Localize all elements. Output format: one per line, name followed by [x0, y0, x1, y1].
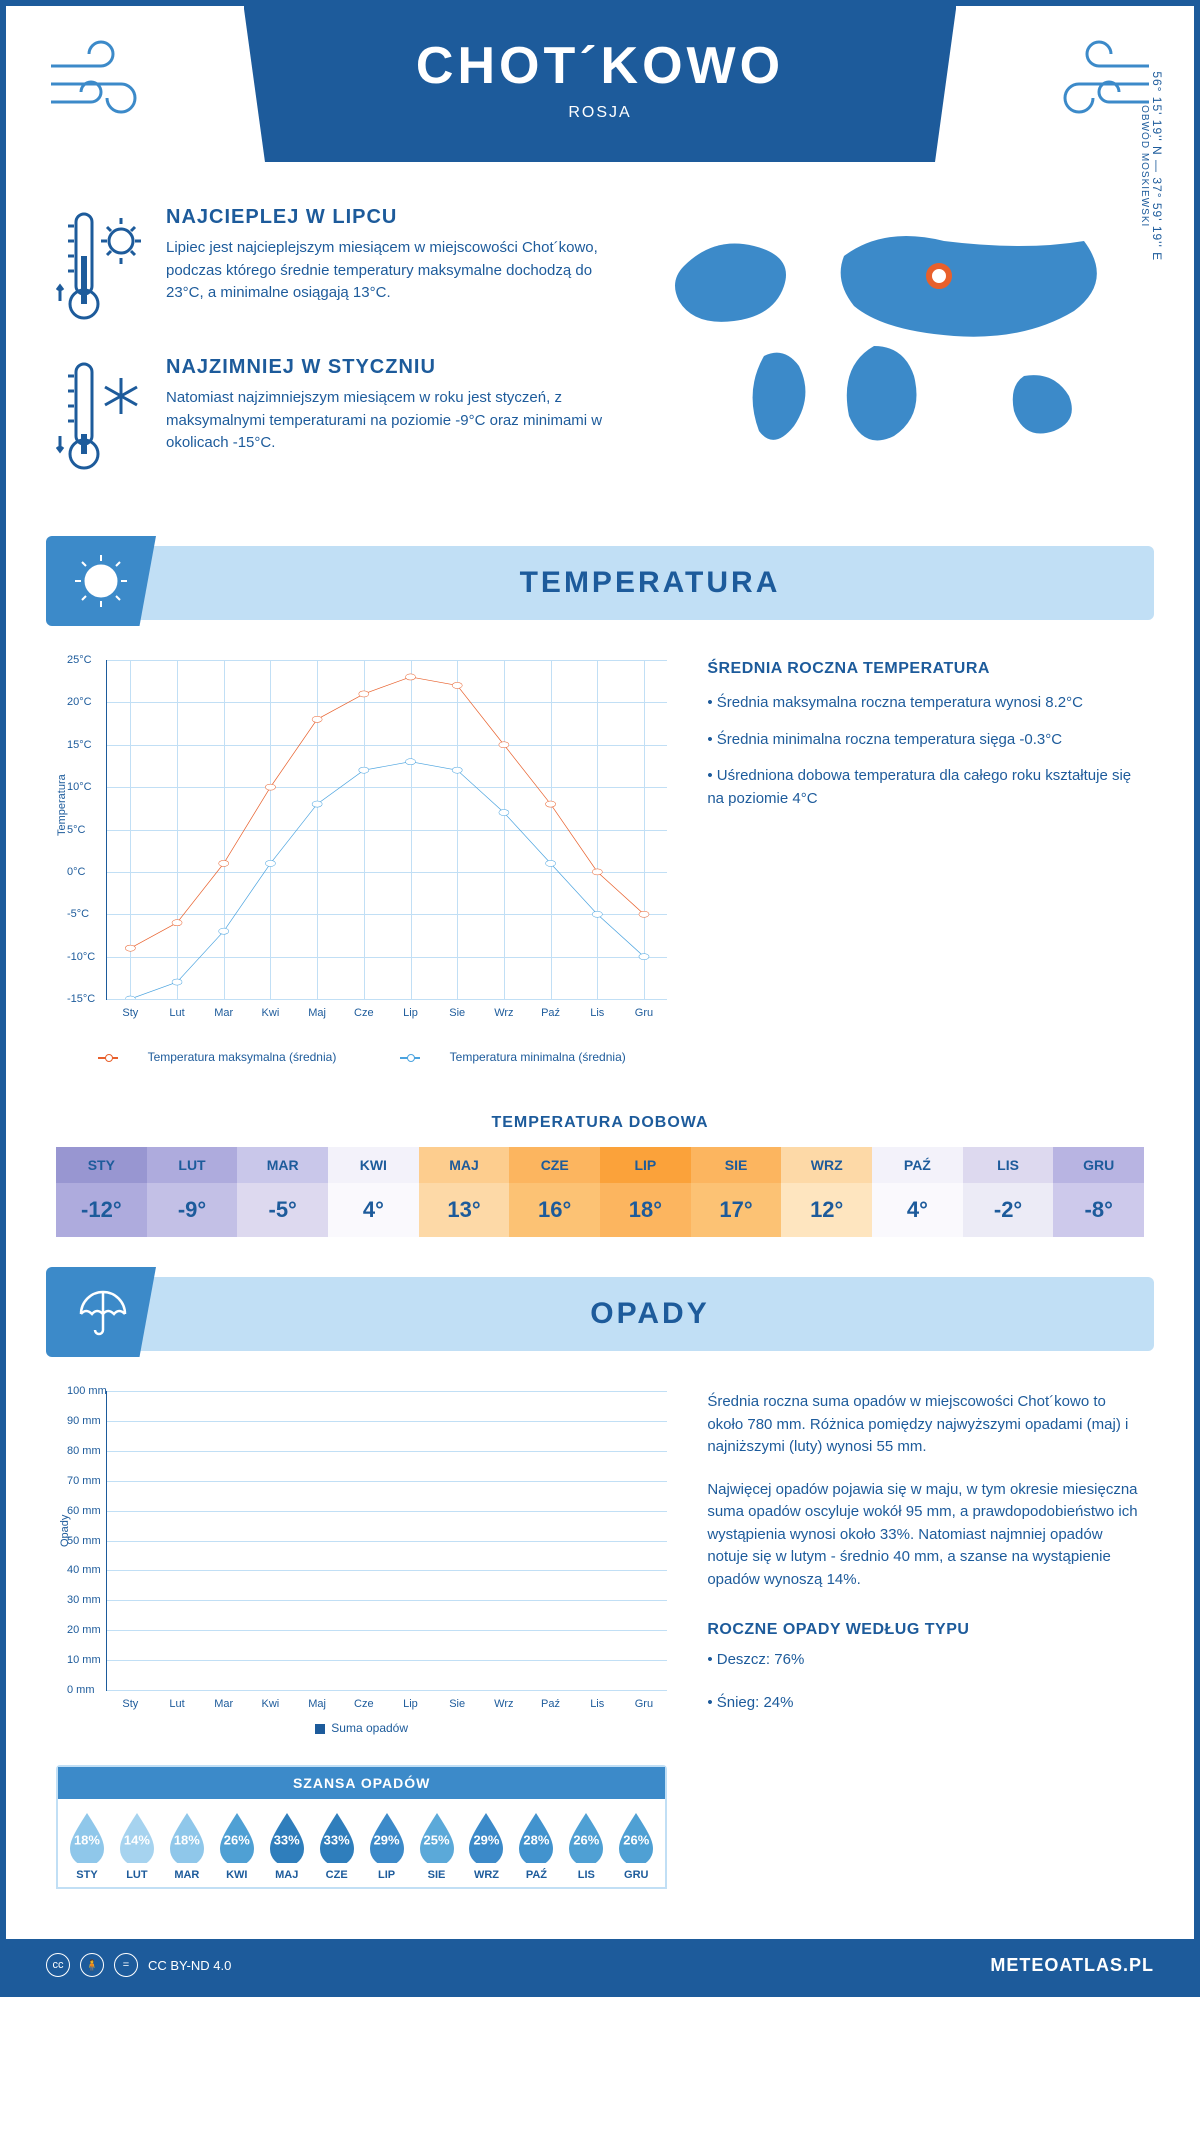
daily-temp-cell: KWI4° — [328, 1147, 419, 1237]
umbrella-icon — [46, 1267, 156, 1357]
precipitation-title: OPADY — [166, 1297, 1134, 1331]
footer: cc 🧍 = CC BY-ND 4.0 METEOATLAS.PL — [6, 1939, 1194, 1991]
precip-type-title: ROCZNE OPADY WEDŁUG TYPU — [707, 1621, 1144, 1639]
temp-chart-legend: Temperatura maksymalna (średnia) Tempera… — [56, 1050, 667, 1064]
daily-temp-cell: STY-12° — [56, 1147, 147, 1237]
temp-info-bullet: • Średnia minimalna roczna temperatura s… — [707, 729, 1144, 752]
chance-cell: 25% SIE — [412, 1811, 462, 1881]
daily-temp-cell: MAR-5° — [237, 1147, 328, 1237]
daily-temp-cell: WRZ12° — [781, 1147, 872, 1237]
coldest-title: NAJZIMNIEJ W STYCZNIU — [166, 356, 614, 379]
daily-temp-title: TEMPERATURA DOBOWA — [6, 1114, 1194, 1132]
nd-icon: = — [114, 1953, 138, 1977]
precip-type-bullet: • Deszcz: 76% — [707, 1649, 1144, 1672]
temperature-chart: Temperatura -15°C-10°C-5°C0°C5°C10°C15°C… — [56, 660, 667, 1064]
hottest-title: NAJCIEPLEJ W LIPCU — [166, 206, 614, 229]
coordinates: 56° 15' 19'' N — 37° 59' 19'' E OBWÓD MO… — [1139, 71, 1164, 261]
precipitation-section-header: OPADY — [46, 1277, 1154, 1351]
chance-cell: 14% LUT — [112, 1811, 162, 1881]
page-title: CHOT´KOWO — [264, 36, 937, 96]
chance-cell: 29% LIP — [362, 1811, 412, 1881]
sun-icon — [46, 536, 156, 626]
cc-icon: cc — [46, 1953, 70, 1977]
title-banner: CHOT´KOWO ROSJA — [244, 6, 957, 162]
page-subtitle: ROSJA — [264, 104, 937, 122]
daily-temp-cell: PAŹ4° — [872, 1147, 963, 1237]
site-name: METEOATLAS.PL — [990, 1955, 1154, 1976]
chance-cell: 29% WRZ — [462, 1811, 512, 1881]
coldest-text: Natomiast najzimniejszym miesiącem w rok… — [166, 387, 614, 455]
coldest-block: NAJZIMNIEJ W STYCZNIU Natomiast najzimni… — [56, 356, 614, 476]
chance-cell: 26% LIS — [561, 1811, 611, 1881]
world-map: 56° 15' 19'' N — 37° 59' 19'' E OBWÓD MO… — [644, 206, 1144, 506]
thermometer-cold-icon — [56, 356, 146, 476]
hottest-text: Lipiec jest najcieplejszym miesiącem w m… — [166, 237, 614, 305]
wind-icon-right — [1034, 36, 1154, 126]
temperature-info: ŚREDNIA ROCZNA TEMPERATURA • Średnia mak… — [707, 660, 1144, 1064]
precip-text-1: Średnia roczna suma opadów w miejscowośc… — [707, 1391, 1144, 1459]
daily-temp-cell: LUT-9° — [147, 1147, 238, 1237]
wind-icon-left — [46, 36, 166, 126]
chance-cell: 18% STY — [62, 1811, 112, 1881]
precip-chart-legend: Suma opadów — [56, 1721, 667, 1735]
daily-temp-cell: LIP18° — [600, 1147, 691, 1237]
precip-text-2: Najwięcej opadów pojawia się w maju, w t… — [707, 1479, 1144, 1592]
precipitation-chance-table: SZANSA OPADÓW 18% STY 14% LUT 18% MAR 26… — [56, 1765, 667, 1889]
precip-type-bullet: • Śnieg: 24% — [707, 1692, 1144, 1715]
license-text: CC BY-ND 4.0 — [148, 1958, 231, 1973]
chance-cell: 28% PAŹ — [511, 1811, 561, 1881]
chance-cell: 26% KWI — [212, 1811, 262, 1881]
chance-title: SZANSA OPADÓW — [58, 1767, 665, 1799]
temp-info-title: ŚREDNIA ROCZNA TEMPERATURA — [707, 660, 1144, 678]
header: CHOT´KOWO ROSJA — [6, 6, 1194, 186]
chance-cell: 26% GRU — [611, 1811, 661, 1881]
temperature-section-header: TEMPERATURA — [46, 546, 1154, 620]
daily-temp-cell: GRU-8° — [1053, 1147, 1144, 1237]
daily-temp-table: STY-12°LUT-9°MAR-5°KWI4°MAJ13°CZE16°LIP1… — [56, 1147, 1144, 1237]
precipitation-chart: Opady 0 mm10 mm20 mm30 mm40 mm50 mm60 mm… — [56, 1391, 667, 1889]
chance-cell: 33% CZE — [312, 1811, 362, 1881]
temp-info-bullet: • Uśredniona dobowa temperatura dla całe… — [707, 765, 1144, 810]
intro-section: NAJCIEPLEJ W LIPCU Lipiec jest najcieple… — [6, 186, 1194, 536]
hottest-block: NAJCIEPLEJ W LIPCU Lipiec jest najcieple… — [56, 206, 614, 326]
precipitation-info: Średnia roczna suma opadów w miejscowośc… — [707, 1391, 1144, 1889]
daily-temp-cell: MAJ13° — [419, 1147, 510, 1237]
daily-temp-cell: SIE17° — [691, 1147, 782, 1237]
chance-cell: 18% MAR — [162, 1811, 212, 1881]
daily-temp-cell: LIS-2° — [963, 1147, 1054, 1237]
daily-temp-cell: CZE16° — [509, 1147, 600, 1237]
chance-cell: 33% MAJ — [262, 1811, 312, 1881]
temperature-title: TEMPERATURA — [166, 566, 1134, 600]
by-icon: 🧍 — [80, 1953, 104, 1977]
thermometer-hot-icon — [56, 206, 146, 326]
temp-info-bullet: • Średnia maksymalna roczna temperatura … — [707, 692, 1144, 715]
